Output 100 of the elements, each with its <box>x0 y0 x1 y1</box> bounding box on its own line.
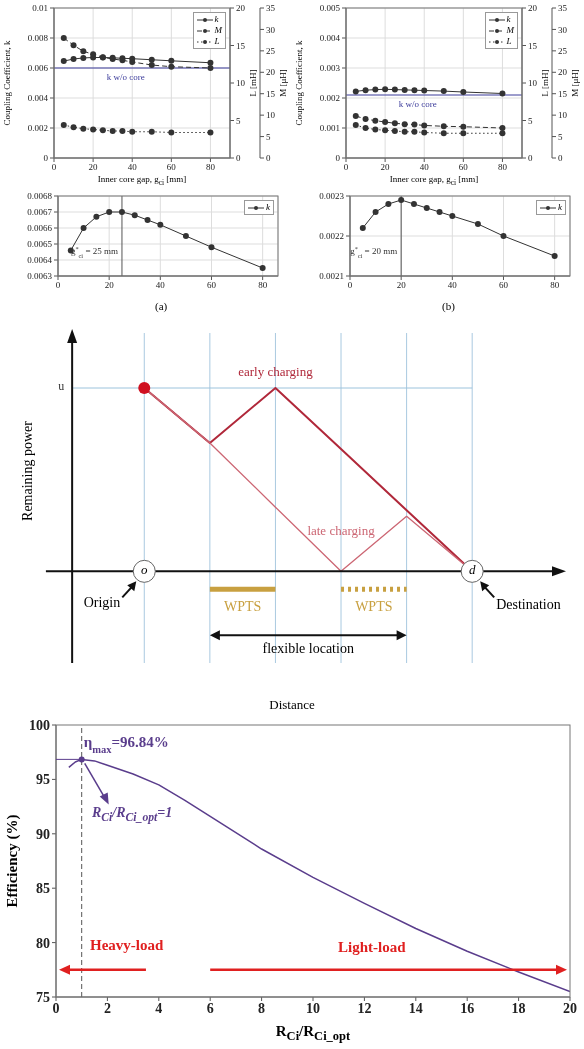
x-axis-title: R$_{Ci}$/R$_{Ci_opt}$ <box>275 1023 351 1044</box>
y2-tick-label: 10 <box>528 78 538 89</box>
ref-line-label: k w/o core <box>106 72 145 82</box>
x-tick-label: 20 <box>104 280 115 291</box>
y3-tick-label: 0 <box>558 153 563 164</box>
text: (a) <box>155 300 168 313</box>
y-tick-label: 0.003 <box>319 63 341 74</box>
y3-tick-label: 5 <box>558 131 563 142</box>
y-tick-label: 0.0023 <box>319 191 345 202</box>
y-tick-label: 95 <box>36 772 50 788</box>
text: flexible location <box>262 641 354 657</box>
y-tick-label: 0.004 <box>27 93 49 104</box>
y-tick-label: 0.0066 <box>27 223 53 234</box>
x-tick-label: 80 <box>497 162 508 173</box>
y-axis-title: Remaining power <box>20 420 36 521</box>
x-tick-label: 60 <box>498 280 509 291</box>
y3-tick-label: 20 <box>266 67 276 78</box>
text: WPTS <box>223 599 262 615</box>
annotation: Heavy-load <box>90 937 164 954</box>
annotation: d <box>468 562 476 578</box>
legend-label: k <box>266 202 270 212</box>
x-axis-title: Inner core gap, g$_{ci}$ [mm] <box>97 174 187 188</box>
x-tick-label: 2 <box>103 1000 111 1016</box>
x-tick-label: 80 <box>258 280 268 291</box>
legend-label: k <box>214 14 219 24</box>
y-axis-title: Efficiency (%) <box>3 814 21 908</box>
y2-axis-title: L [mH] <box>540 69 551 97</box>
y-axis-title: Coupling Coefficient, k <box>2 40 13 126</box>
x-tick-label: 40 <box>447 280 458 291</box>
text: (b) <box>442 300 455 313</box>
x-tick-label: 80 <box>205 162 216 173</box>
text: WPTS <box>355 599 393 615</box>
y3-tick-label: 25 <box>558 46 568 57</box>
y-tick-label: 0.0022 <box>319 231 344 242</box>
y3-tick-label: 35 <box>266 3 276 14</box>
y2-tick-label: 15 <box>528 40 538 51</box>
y3-axis-title: M [μH] <box>278 69 289 97</box>
x-tick-label: 6 <box>206 1000 214 1016</box>
y3-tick-label: 15 <box>558 88 568 99</box>
y3-tick-label: 30 <box>558 24 568 35</box>
y3-tick-label: 5 <box>266 131 271 142</box>
y3-tick-label: 20 <box>558 67 568 78</box>
y-tick-label: 0.006 <box>27 63 49 74</box>
x-tick-label: 60 <box>206 280 217 291</box>
x-tick-label: 20 <box>563 1000 577 1016</box>
y-tick-label: 0.005 <box>319 3 341 14</box>
x-axis-title: Inner core gap, g$_{ci}$ [mm] <box>389 174 479 188</box>
legend-label: M <box>506 25 514 35</box>
x-tick-label: 16 <box>460 1000 475 1016</box>
y-tick-label: 0.0065 <box>27 239 53 250</box>
y3-axis-title: M [μH] <box>570 69 581 97</box>
x-tick-label: 80 <box>550 280 560 291</box>
y-tick-label: 0.0068 <box>27 191 53 202</box>
y-tick-label: 0.002 <box>319 93 340 104</box>
y-tick-label: 0.004 <box>319 33 341 44</box>
y2-tick-label: 10 <box>236 78 246 89</box>
x-tick-label: 0 <box>347 280 353 291</box>
annotation: R$_{Ci}$/R$_{Ci_opt}$=1 <box>92 805 173 825</box>
y-tick-label: 0.0067 <box>27 207 53 218</box>
text: Origin <box>83 595 121 611</box>
legend-label: k <box>506 14 511 24</box>
y-axis-title: Coupling Coefficient, k <box>294 40 305 126</box>
y3-tick-label: 10 <box>558 110 568 121</box>
y-tick-label: 0.008 <box>27 33 49 44</box>
y-tick-label: 90 <box>36 826 50 842</box>
y-tick-label: 75 <box>36 989 50 1005</box>
y2-tick-label: 0 <box>236 153 241 164</box>
x-tick-label: 60 <box>166 162 177 173</box>
y-tick-label: 0.002 <box>27 123 48 134</box>
x-tick-label: 20 <box>380 162 391 173</box>
y3-tick-label: 35 <box>558 3 568 14</box>
y2-tick-label: 20 <box>236 3 246 14</box>
y3-tick-label: 25 <box>266 46 276 57</box>
x-tick-label: 14 <box>408 1000 423 1016</box>
y2-tick-label: 5 <box>528 115 533 126</box>
y-tick-label: 0.0064 <box>27 255 53 266</box>
x-axis-title: Distance <box>269 697 315 713</box>
y-tick-label: 0 <box>43 153 49 164</box>
y3-tick-label: 30 <box>266 24 276 35</box>
text: u <box>58 379 65 394</box>
y-tick-label: 0.0063 <box>27 271 53 282</box>
annotation: η$_{max}$=96.84% <box>83 734 169 755</box>
x-tick-label: 0 <box>55 280 61 291</box>
legend-label: L <box>214 36 220 46</box>
x-tick-label: 40 <box>419 162 430 173</box>
x-tick-label: 60 <box>458 162 469 173</box>
x-tick-label: 20 <box>88 162 99 173</box>
y2-tick-label: 5 <box>236 115 241 126</box>
x-tick-label: 40 <box>127 162 138 173</box>
y-tick-label: 80 <box>36 935 50 951</box>
legend-label: L <box>506 36 512 46</box>
y3-tick-label: 10 <box>266 110 276 121</box>
ref-line-label: g$^{*}$$_{ci}$ = 20 mm <box>350 244 398 259</box>
x-tick-label: 18 <box>511 1000 526 1016</box>
y3-tick-label: 0 <box>266 153 271 164</box>
legend-label: M <box>214 25 222 35</box>
y-tick-label: 0.001 <box>319 123 340 134</box>
x-tick-label: 10 <box>306 1000 320 1016</box>
text: Destination <box>496 597 561 613</box>
y-tick-label: 100 <box>29 717 50 733</box>
